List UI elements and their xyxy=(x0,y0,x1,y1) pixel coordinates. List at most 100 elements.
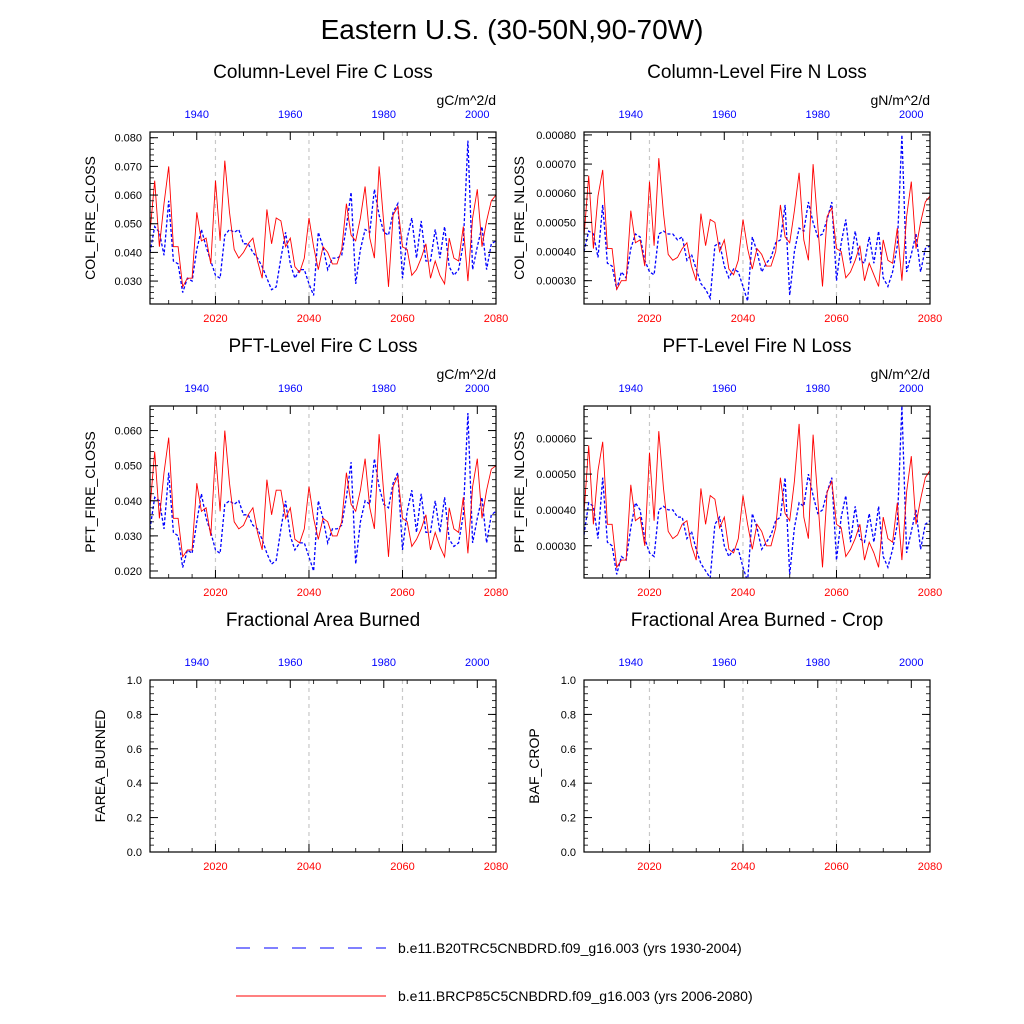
x-top-tick-label: 1940 xyxy=(185,109,209,121)
plot-frame xyxy=(583,679,931,853)
y-tick-label: 0.6 xyxy=(127,744,142,756)
panel-title: Fractional Area Burned xyxy=(226,610,420,631)
x-top-tick-label: 1980 xyxy=(806,657,830,669)
y-tick-label: 0.0 xyxy=(561,847,576,859)
y-tick-label: 0.060 xyxy=(114,426,142,438)
x-bottom-tick-label: 2040 xyxy=(731,313,755,325)
y-tick-label: 0.00050 xyxy=(536,217,576,229)
y-tick-label: 0.050 xyxy=(114,219,142,231)
x-bottom-tick-label: 2020 xyxy=(203,861,227,873)
legend-label: b.e11.BRCP85C5CNBDRD.f09_g16.003 (yrs 20… xyxy=(398,988,753,1004)
y-tick-label: 0.030 xyxy=(114,276,142,288)
chart-panel-6: Fractional Area Burned - Crop 0.0 0.2 0.4 0.… xyxy=(526,610,942,873)
x-top-tick-label: 2000 xyxy=(465,657,489,669)
y-tick-label: 0.2 xyxy=(127,813,142,825)
y-axis-label: COL_FIRE_CLOSS xyxy=(82,156,98,280)
y-tick-label: 0.0 xyxy=(127,847,142,859)
x-bottom-tick-label: 2060 xyxy=(824,313,848,325)
x-top-tick-label: 1960 xyxy=(278,109,302,121)
x-top-tick-label: 1960 xyxy=(712,109,736,121)
x-bottom-tick-label: 2020 xyxy=(637,587,661,599)
series-line-future xyxy=(584,158,930,291)
y-tick-label: 0.060 xyxy=(114,190,142,202)
panel-title: Fractional Area Burned - Crop xyxy=(631,610,883,631)
x-bottom-tick-label: 2080 xyxy=(484,587,508,599)
legend: b.e11.B20TRC5CNBDRD.f09_g16.003 (yrs 193… xyxy=(236,940,753,1004)
units-label: gC/m^2/d xyxy=(437,92,496,108)
x-top-tick-label: 2000 xyxy=(899,383,923,395)
x-top-tick-label: 1940 xyxy=(185,383,209,395)
x-top-tick-label: 1980 xyxy=(806,383,830,395)
x-bottom-tick-label: 2020 xyxy=(203,313,227,325)
panel-title: PFT-Level Fire C Loss xyxy=(229,336,418,357)
x-bottom-tick-label: 2080 xyxy=(484,313,508,325)
y-tick-label: 0.00040 xyxy=(536,505,576,517)
plot-frame xyxy=(583,405,931,579)
units-label: gN/m^2/d xyxy=(871,366,930,382)
x-bottom-tick-label: 2060 xyxy=(390,313,414,325)
x-bottom-tick-label: 2040 xyxy=(297,861,321,873)
y-tick-label: 0.040 xyxy=(114,247,142,259)
figure-title: Eastern U.S. (30-50N,90-70W) xyxy=(320,14,704,45)
panel-title: Column-Level Fire N Loss xyxy=(647,62,867,83)
x-top-tick-label: 1940 xyxy=(619,657,643,669)
legend-label: b.e11.B20TRC5CNBDRD.f09_g16.003 (yrs 193… xyxy=(398,940,742,956)
series-line-future xyxy=(150,160,496,289)
x-top-tick-label: 2000 xyxy=(899,657,923,669)
y-tick-label: 0.00040 xyxy=(536,247,576,259)
x-top-tick-label: 1960 xyxy=(278,657,302,669)
y-tick-label: 0.030 xyxy=(114,531,142,543)
x-top-tick-label: 2000 xyxy=(899,109,923,121)
y-tick-label: 0.070 xyxy=(114,161,142,173)
y-tick-label: 0.00070 xyxy=(536,159,576,171)
series-line-future xyxy=(584,423,930,569)
y-tick-label: 0.050 xyxy=(114,461,142,473)
x-bottom-tick-label: 2060 xyxy=(390,587,414,599)
x-bottom-tick-label: 2060 xyxy=(824,861,848,873)
y-axis-label: COL_FIRE_NLOSS xyxy=(511,156,527,280)
y-tick-label: 0.00050 xyxy=(536,469,576,481)
y-axis-label: PFT_FIRE_CLOSS xyxy=(82,431,98,552)
chart-panel-5: Fractional Area Burned 0.0 0.2 0.4 0.6 0.8 1.0… xyxy=(92,610,508,873)
y-tick-label: 0.8 xyxy=(127,709,142,721)
x-top-tick-label: 1940 xyxy=(619,109,643,121)
units-label: gN/m^2/d xyxy=(871,92,930,108)
plot-frame xyxy=(149,131,497,305)
y-tick-label: 1.0 xyxy=(127,675,142,687)
x-bottom-tick-label: 2080 xyxy=(484,861,508,873)
y-axis-label: FAREA_BURNED xyxy=(92,710,108,823)
y-tick-label: 0.2 xyxy=(561,813,576,825)
y-tick-label: 0.00030 xyxy=(536,276,576,288)
units-label: gC/m^2/d xyxy=(437,366,496,382)
x-bottom-tick-label: 2040 xyxy=(731,587,755,599)
x-bottom-tick-label: 2020 xyxy=(637,861,661,873)
panel-title: Column-Level Fire C Loss xyxy=(213,62,433,83)
y-tick-label: 0.00080 xyxy=(536,130,576,142)
y-tick-label: 0.4 xyxy=(561,778,576,790)
y-tick-label: 0.00030 xyxy=(536,541,576,553)
x-top-tick-label: 1980 xyxy=(806,109,830,121)
x-top-tick-label: 1940 xyxy=(185,657,209,669)
x-bottom-tick-label: 2080 xyxy=(918,587,942,599)
x-top-tick-label: 1960 xyxy=(712,383,736,395)
x-top-tick-label: 1980 xyxy=(372,657,396,669)
series-line-historical xyxy=(584,406,930,578)
y-tick-label: 0.6 xyxy=(561,744,576,756)
y-tick-label: 0.040 xyxy=(114,496,142,508)
y-tick-label: 0.8 xyxy=(561,709,576,721)
x-bottom-tick-label: 2040 xyxy=(297,587,321,599)
y-tick-label: 0.020 xyxy=(114,566,142,578)
y-axis-label: BAF_CROP xyxy=(526,728,542,803)
y-axis-label: PFT_FIRE_NLOSS xyxy=(511,431,527,552)
x-top-tick-label: 2000 xyxy=(465,383,489,395)
plot-frame xyxy=(149,679,497,853)
x-bottom-tick-label: 2020 xyxy=(637,313,661,325)
y-tick-label: 0.00060 xyxy=(536,433,576,445)
x-top-tick-label: 1960 xyxy=(278,383,302,395)
x-top-tick-label: 2000 xyxy=(465,109,489,121)
series-line-historical xyxy=(150,140,496,296)
